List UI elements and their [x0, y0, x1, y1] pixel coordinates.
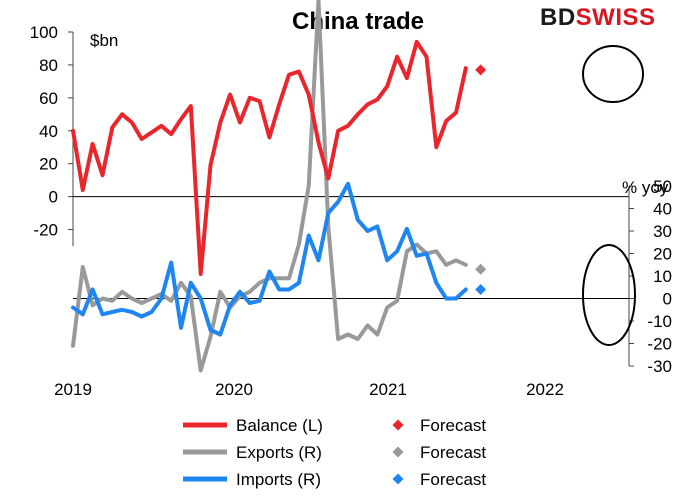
left-axis-tick-label: -20	[33, 221, 58, 240]
left-axis-tick-label: 20	[39, 155, 58, 174]
left-axis-tick-label: 60	[39, 89, 58, 108]
bdswiss-logo: BDSWISS	[540, 4, 656, 31]
left-axis-tick-label: 40	[39, 122, 58, 141]
forecast-marker-imports	[475, 284, 487, 295]
right-axis-tick-label: 40	[653, 200, 672, 219]
legend-forecast-marker	[392, 473, 404, 485]
forecast-circle-trade	[582, 244, 636, 346]
right-axis-tick-label: 30	[653, 222, 672, 241]
legend-label: Balance (L)	[236, 416, 323, 435]
chart-title: China trade	[292, 8, 424, 35]
forecast-marker-exports	[475, 263, 487, 275]
left-axis-tick-label: 80	[39, 56, 58, 75]
right-axis-tick-label: -10	[647, 312, 672, 331]
left-axis-unit: $bn	[90, 31, 118, 50]
legend-label: Exports (R)	[236, 443, 322, 462]
right-axis-tick-label: -30	[647, 357, 672, 376]
right-axis-unit: % yoy	[622, 178, 669, 197]
left-axis-tick-label: 0	[49, 188, 58, 207]
left-axis-tick-label: 100	[30, 23, 58, 42]
legend-forecast-label: Forecast	[420, 416, 486, 435]
series-line-imports	[71, 181, 468, 337]
legend-label: Imports (R)	[236, 470, 321, 489]
right-axis-tick-label: 50	[653, 177, 672, 196]
legend-forecast-label: Forecast	[420, 470, 486, 489]
x-axis-tick-label: 2021	[369, 380, 407, 399]
x-axis-tick-label: 2020	[215, 380, 253, 399]
right-axis-tick-label: 20	[653, 245, 672, 264]
right-axis-tick-label: 0	[663, 290, 672, 309]
legend-forecast-label: Forecast	[420, 443, 486, 462]
x-axis-tick-label: 2022	[526, 380, 564, 399]
series-line-exports	[71, 0, 468, 373]
right-axis-tick-label: 10	[653, 267, 672, 286]
forecast-circle-balance	[582, 45, 644, 103]
series-line-balance	[71, 39, 468, 276]
legend-forecast-marker	[392, 419, 404, 431]
x-axis-tick-label: 2019	[54, 380, 92, 399]
right-axis-tick-label: -20	[647, 335, 672, 354]
legend-forecast-marker	[392, 446, 404, 458]
forecast-marker-balance	[475, 64, 487, 76]
